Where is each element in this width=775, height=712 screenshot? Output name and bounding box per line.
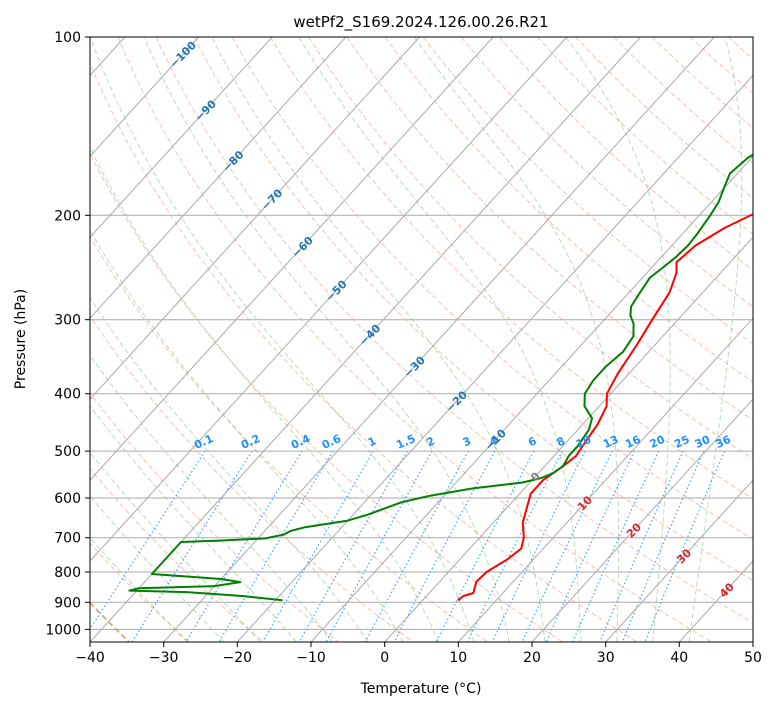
x-tick-label: 50	[744, 650, 762, 666]
x-tick-label: −30	[149, 650, 179, 666]
y-tick-label: 900	[54, 595, 81, 611]
x-tick-label: 40	[670, 650, 688, 666]
x-tick-label: −10	[296, 650, 326, 666]
x-tick-label: −20	[223, 650, 253, 666]
x-tick-label: 20	[523, 650, 541, 666]
x-tick-label: 0	[380, 650, 389, 666]
y-tick-label: 400	[54, 387, 81, 403]
x-tick-label: −40	[75, 650, 105, 666]
x-tick-label: 10	[449, 650, 467, 666]
y-tick-label: 700	[54, 531, 81, 547]
y-tick-label: 600	[54, 491, 81, 507]
chart-title: wetPf2_S169.2024.126.00.26.R21	[293, 13, 548, 32]
y-tick-label: 500	[54, 444, 81, 460]
x-axis-label: Temperature (°C)	[360, 681, 482, 697]
x-tick-label: 30	[597, 650, 615, 666]
y-tick-label: 100	[54, 30, 81, 46]
y-tick-label: 200	[54, 208, 81, 224]
y-tick-label: 800	[54, 565, 81, 581]
y-tick-label: 300	[54, 313, 81, 329]
y-tick-label: 1000	[45, 622, 81, 638]
y-axis-label: Pressure (hPa)	[13, 289, 29, 389]
